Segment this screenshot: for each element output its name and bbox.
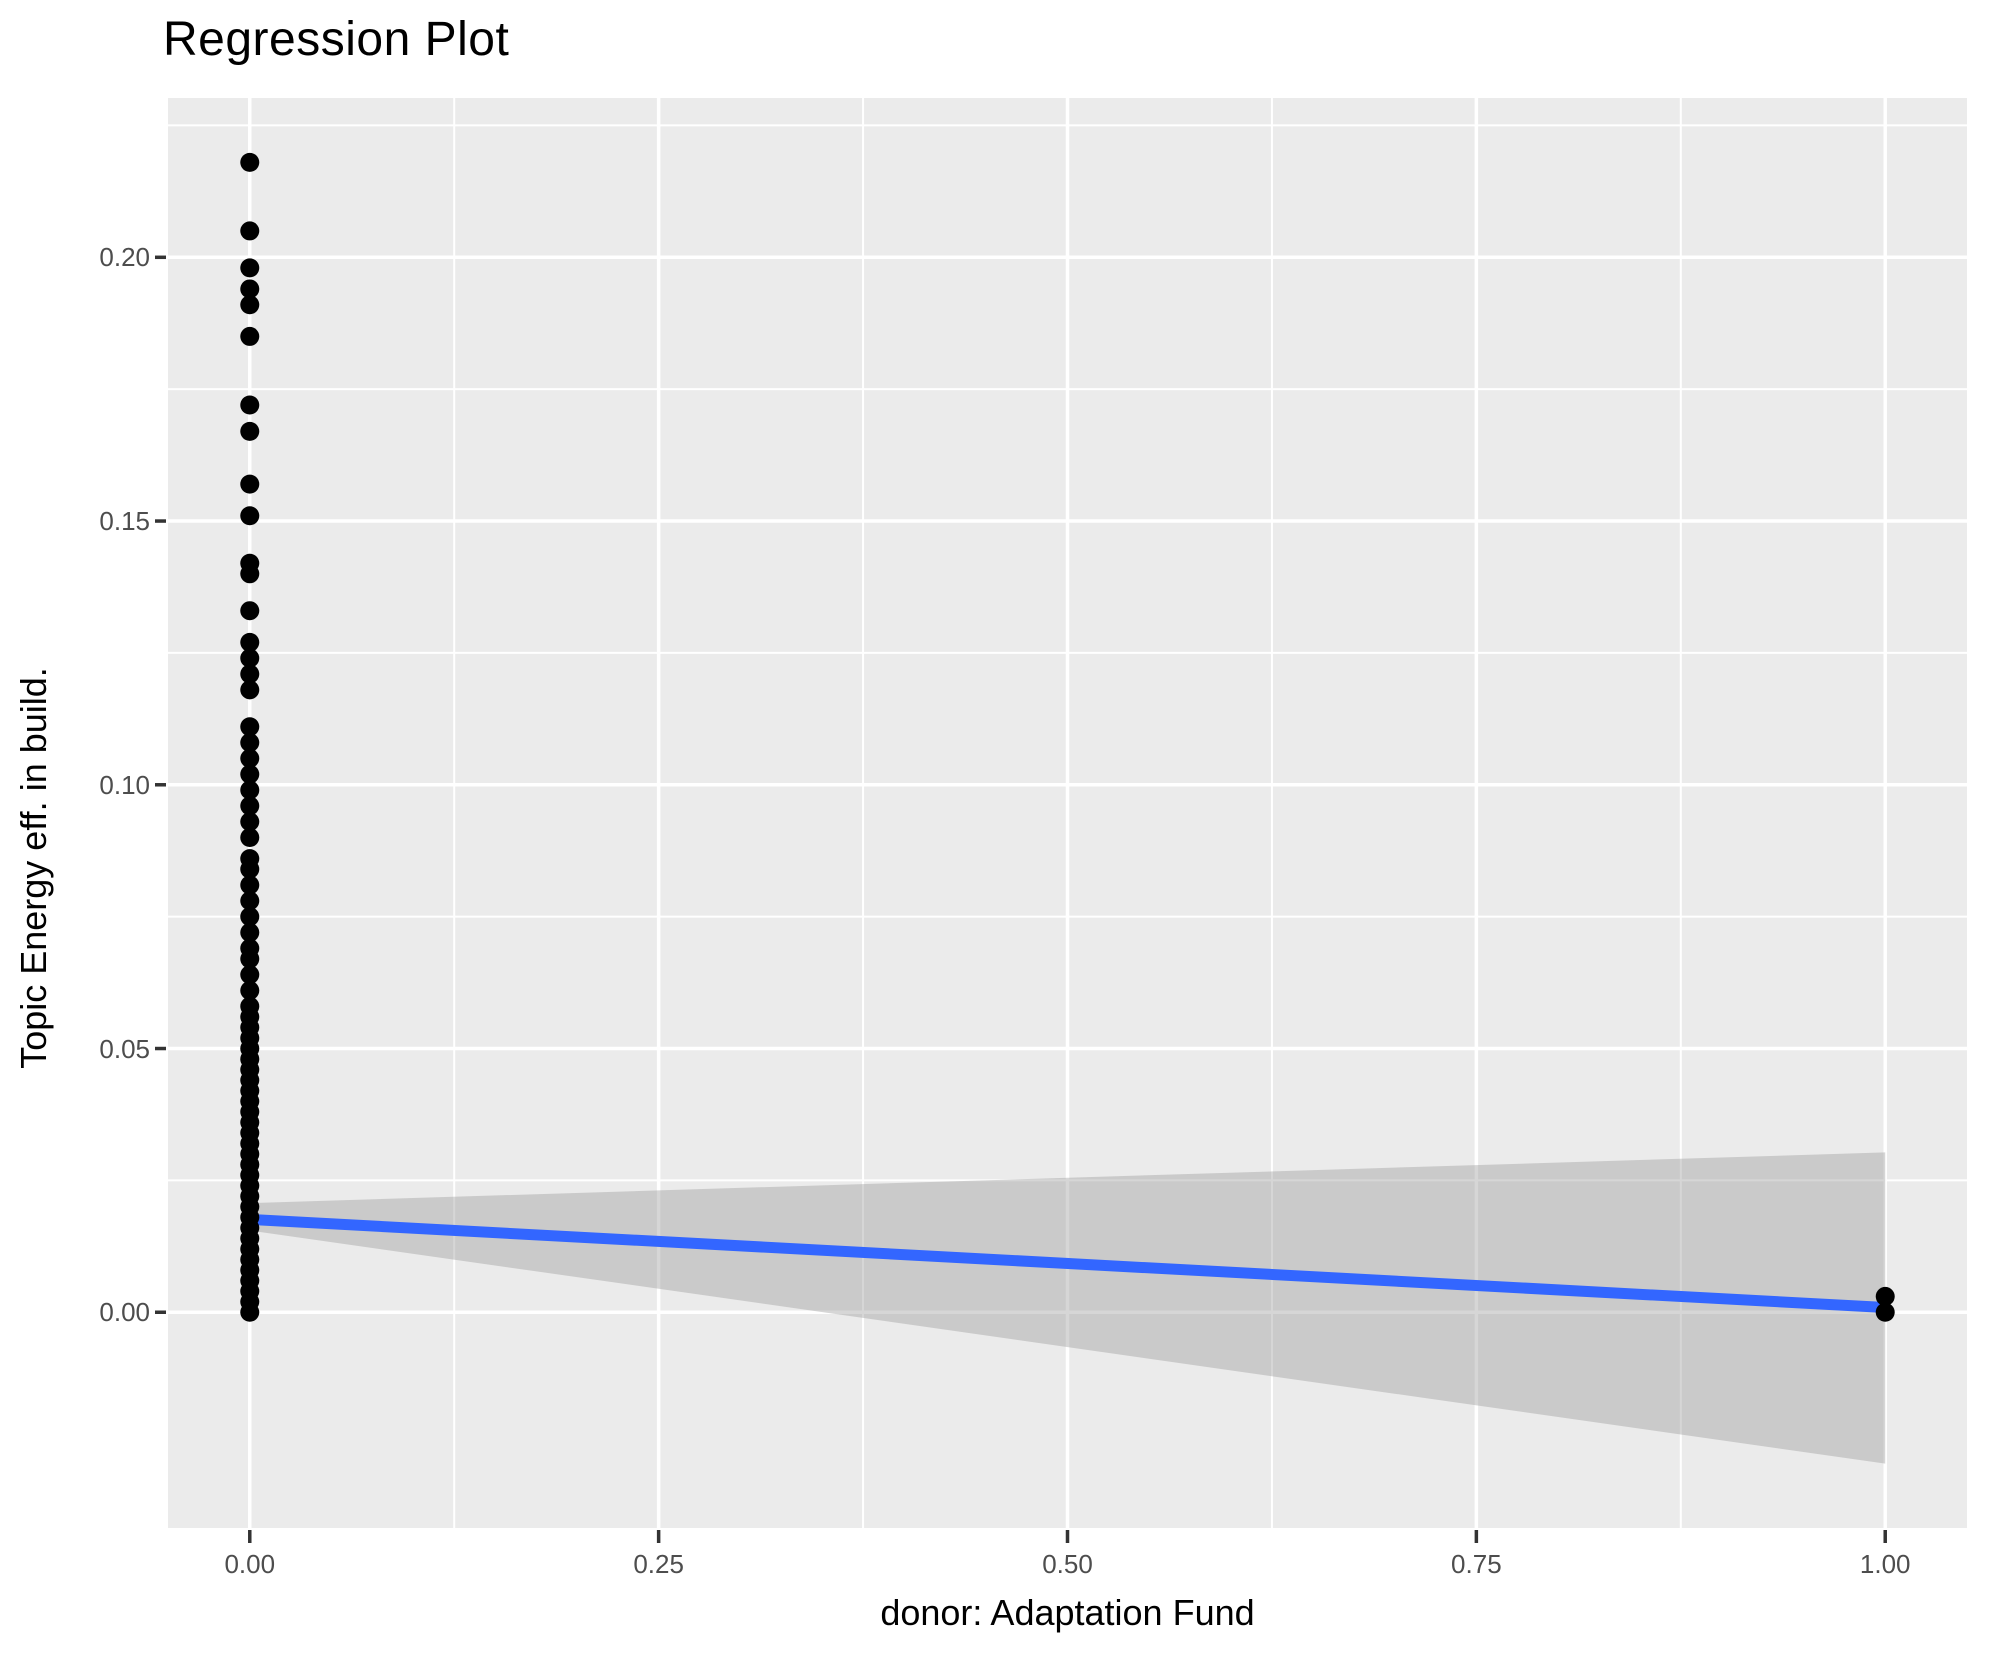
data-point: [240, 395, 260, 415]
data-point: [240, 326, 260, 346]
data-point: [240, 812, 260, 832]
data-point: [240, 748, 260, 768]
data-point: [240, 295, 260, 315]
data-point: [240, 796, 260, 816]
x-axis-title: donor: Adaptation Fund: [880, 1592, 1255, 1633]
data-point: [240, 980, 260, 1000]
data-point: [240, 421, 260, 441]
data-point: [240, 632, 260, 652]
data-point: [240, 279, 260, 299]
data-point: [240, 859, 260, 879]
x-tick-label: 1.00: [1859, 1549, 1911, 1579]
data-point: [240, 965, 260, 985]
y-tick-label: 0.15: [99, 506, 150, 537]
data-point: [240, 733, 260, 753]
data-point: [240, 601, 260, 621]
regression-line: [249, 1213, 1886, 1314]
data-point: [240, 922, 260, 942]
y-tick-label: 0.05: [99, 1033, 150, 1064]
y-tick-label: 0.00: [99, 1297, 150, 1328]
x-tick-label: 0.50: [1042, 1549, 1093, 1579]
data-point: [240, 764, 260, 784]
data-point: [240, 564, 260, 584]
data-point: [240, 1302, 260, 1322]
x-tick-label: 0.75: [1451, 1549, 1502, 1579]
data-point: [240, 506, 260, 526]
x-tick-label: 0.25: [633, 1549, 684, 1579]
data-point: [240, 680, 260, 700]
data-point: [240, 152, 260, 172]
y-tick-label: 0.20: [99, 242, 150, 273]
data-point: [240, 717, 260, 737]
data-point: [240, 664, 260, 684]
x-tick-label: 0.00: [224, 1549, 276, 1579]
y-axis-title: Topic Energy eff. in build.: [13, 667, 54, 1069]
data-point: [240, 648, 260, 668]
data-point: [240, 828, 260, 848]
data-point: [1875, 1302, 1895, 1322]
data-point: [1875, 1286, 1895, 1306]
data-point: [240, 891, 260, 911]
data-point: [240, 907, 260, 927]
data-point: [240, 474, 260, 494]
data-point: [240, 258, 260, 278]
y-tick-label: 0.10: [99, 769, 150, 800]
data-point: [240, 875, 260, 895]
data-point: [240, 780, 260, 800]
confidence-band: [249, 1152, 1886, 1464]
plot-title: Regression Plot: [163, 13, 510, 66]
data-point: [240, 221, 260, 241]
data-point: [240, 949, 260, 969]
